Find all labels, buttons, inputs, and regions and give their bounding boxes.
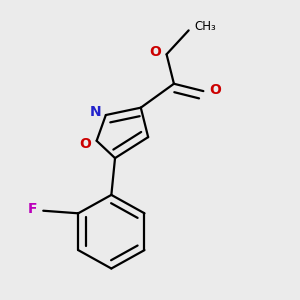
Text: O: O <box>150 46 161 59</box>
Text: N: N <box>90 105 101 119</box>
Text: CH₃: CH₃ <box>194 20 216 33</box>
Text: O: O <box>80 137 92 152</box>
Text: F: F <box>28 202 38 216</box>
Text: O: O <box>209 83 221 98</box>
